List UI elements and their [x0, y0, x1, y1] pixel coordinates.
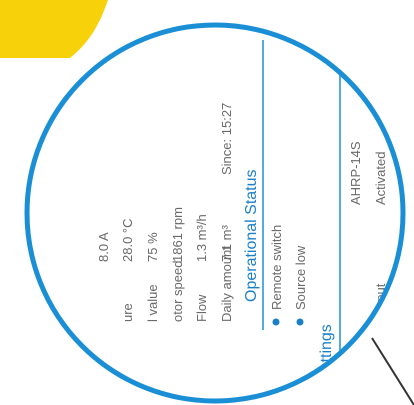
section-title: Settings: [318, 324, 335, 382]
measure-value: 7.1 m³: [219, 224, 234, 262]
measure-label: ure: [120, 303, 135, 322]
measure-label: Flow: [194, 294, 209, 322]
magnifier-handle: [371, 337, 414, 405]
status-item: Remote switch: [269, 225, 284, 310]
bullet: [296, 318, 304, 326]
measure-value: 28.0 °C: [120, 218, 135, 262]
status-item: Source low: [293, 245, 308, 310]
setting-label: h Input: [398, 290, 413, 330]
yellow-shape: [0, 0, 108, 58]
measure-label: l value: [145, 284, 160, 322]
bullet: [272, 318, 280, 326]
measure-value: 1861 rpm: [170, 207, 185, 262]
measure-value: 8.0 A: [96, 232, 111, 262]
setting-label: mp end: [348, 342, 363, 385]
measure-value: 1.3 m³/h: [194, 214, 209, 262]
measure-label: Daily amount: [219, 246, 234, 322]
setting-value: Activated: [373, 152, 388, 205]
section-title: Operational Status: [243, 169, 260, 302]
lens-bg: [27, 25, 403, 401]
measure-note: Since: 15:27: [219, 103, 234, 175]
lens-border: [24, 22, 406, 404]
measure-value: 75 %: [145, 232, 160, 262]
setting-value: AHRP-14S: [348, 141, 363, 205]
measure-label: otor speed: [170, 261, 185, 322]
